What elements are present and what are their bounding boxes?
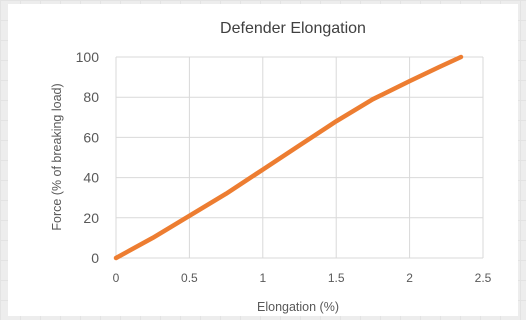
y-tick-label: 0	[91, 250, 99, 266]
y-axis-label: Force (% of breaking load)	[50, 83, 64, 230]
x-tick-label: 2	[406, 271, 413, 285]
series-line	[113, 54, 464, 261]
x-tick-labels: 0 0.5 1 1.5 2 2.5	[113, 271, 492, 285]
x-tick-label: 0	[113, 271, 120, 285]
x-tick-label: 1.5	[328, 271, 345, 285]
y-tick-label: 20	[83, 210, 99, 226]
y-tick-label: 40	[83, 170, 99, 186]
x-axis-label: Elongation (%)	[257, 300, 339, 314]
x-tick-label: 0.5	[181, 271, 198, 285]
y-tick-label: 60	[83, 129, 99, 145]
series-group	[113, 54, 464, 261]
x-tick-label: 1	[259, 271, 266, 285]
y-tick-label: 80	[83, 89, 99, 105]
chart-title: Defender Elongation	[220, 20, 366, 37]
gridlines	[115, 56, 484, 259]
x-tick-label: 2.5	[475, 271, 492, 285]
y-tick-label: 100	[76, 49, 100, 65]
y-tick-labels: 0 20 40 60 80 100	[76, 49, 100, 266]
